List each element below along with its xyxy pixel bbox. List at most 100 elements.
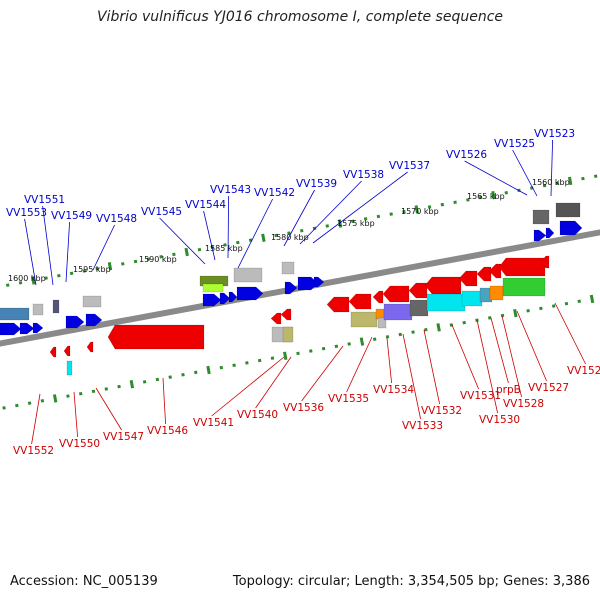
forward-gene bbox=[546, 228, 554, 238]
leader-line bbox=[424, 330, 440, 404]
leader-line bbox=[238, 199, 273, 268]
inner-tick bbox=[15, 404, 18, 407]
inner-tick bbox=[565, 302, 568, 305]
inner-tick bbox=[258, 359, 261, 362]
inner-tick bbox=[424, 328, 427, 331]
gene-label-forward: VV1538 bbox=[343, 169, 384, 181]
kbp-label: 1600 kbp bbox=[8, 274, 46, 283]
inner-tick bbox=[92, 390, 95, 393]
gene-label-forward: VV1553 bbox=[6, 207, 47, 219]
inner-tick bbox=[360, 337, 364, 345]
leader-line bbox=[387, 338, 392, 383]
forward-gene bbox=[53, 300, 59, 313]
forward-gene bbox=[560, 221, 582, 235]
inner-tick bbox=[206, 366, 210, 374]
inner-tick bbox=[232, 364, 235, 367]
outer-tick bbox=[300, 229, 303, 232]
gene-label-reverse: VV1552 bbox=[13, 445, 54, 457]
leader-line bbox=[517, 311, 547, 381]
gene-label-forward: VV1543 bbox=[210, 184, 251, 196]
leader-line bbox=[465, 161, 527, 195]
kbp-label: 1595 kbp bbox=[73, 265, 111, 274]
gene-label-forward: VV1551 bbox=[24, 194, 65, 206]
inner-tick bbox=[462, 321, 465, 324]
forward-gene bbox=[234, 268, 262, 282]
reverse-gene bbox=[425, 277, 461, 294]
kbp-label: 1565 kbp bbox=[467, 192, 505, 201]
inner-tick bbox=[411, 330, 414, 333]
inner-tick bbox=[105, 387, 108, 390]
gene-label-forward: VV1542 bbox=[254, 187, 295, 199]
reverse-gene bbox=[410, 300, 428, 316]
kbp-label: 1580 kbp bbox=[271, 233, 309, 242]
gene-label-forward: VV1545 bbox=[141, 206, 182, 218]
reverse-gene bbox=[87, 342, 93, 352]
gene-label-reverse: VV1533 bbox=[402, 420, 443, 432]
topology-summary: Topology: circular; Length: 3,354,505 bp… bbox=[233, 574, 590, 589]
reverse-gene bbox=[67, 361, 72, 375]
gene-label-reverse: VV1541 bbox=[193, 417, 234, 429]
reverse-gene bbox=[373, 291, 383, 303]
gene-label-reverse: VV1531 bbox=[460, 390, 501, 402]
forward-gene bbox=[534, 230, 546, 241]
inner-tick bbox=[117, 385, 120, 388]
gene-label-reverse: VV1532 bbox=[421, 405, 462, 417]
inner-tick bbox=[577, 300, 580, 303]
inner-tick bbox=[552, 304, 555, 307]
inner-tick bbox=[296, 352, 299, 355]
reverse-gene bbox=[477, 267, 491, 281]
reverse-gene bbox=[376, 309, 384, 319]
forward-gene bbox=[203, 284, 223, 292]
reverse-gene bbox=[490, 286, 503, 300]
gene-label-reverse: VV1546 bbox=[147, 425, 188, 437]
inner-tick bbox=[283, 352, 287, 360]
leader-line bbox=[551, 140, 553, 196]
inner-tick bbox=[539, 307, 542, 310]
inner-tick bbox=[194, 371, 197, 374]
forward-gene bbox=[20, 323, 34, 334]
reverse-gene bbox=[462, 291, 482, 306]
inner-tick bbox=[181, 373, 184, 376]
gene-label-forward: VV1526 bbox=[446, 149, 487, 161]
reverse-strand-genes bbox=[50, 256, 549, 375]
inner-tick bbox=[309, 349, 312, 352]
kbp-label: 1590 kbp bbox=[139, 255, 177, 264]
inner-tick bbox=[335, 345, 338, 348]
inner-tick bbox=[513, 309, 517, 317]
inner-tick bbox=[168, 375, 171, 378]
forward-gene bbox=[556, 203, 580, 217]
leader-line bbox=[452, 325, 479, 389]
inner-tick bbox=[220, 366, 223, 369]
reverse-gene bbox=[283, 327, 293, 342]
outer-tick bbox=[389, 212, 392, 215]
genome-map[interactable]: 1600 kbp1595 kbp1590 kbp1585 kbp1580 kbp… bbox=[0, 0, 600, 600]
reverse-gene bbox=[349, 294, 371, 309]
gene-label-forward: VV1525 bbox=[494, 138, 535, 150]
leader-line bbox=[96, 388, 122, 430]
leader-line bbox=[212, 357, 284, 416]
gene-label-reverse: VV1535 bbox=[328, 393, 369, 405]
gene-label-reverse: VV1547 bbox=[103, 431, 144, 443]
forward-gene bbox=[0, 308, 29, 320]
leader-line bbox=[403, 334, 421, 419]
gene-label-forward: VV1537 bbox=[389, 160, 430, 172]
leader-line bbox=[555, 303, 586, 364]
inner-tick bbox=[436, 323, 440, 331]
reverse-gene bbox=[409, 283, 427, 298]
inner-tick bbox=[66, 394, 69, 397]
inner-tick bbox=[373, 337, 376, 340]
outer-tick bbox=[504, 191, 507, 194]
reverse-gene bbox=[271, 313, 281, 324]
forward-gene bbox=[285, 282, 297, 294]
leader-line bbox=[163, 378, 166, 424]
leader-line bbox=[256, 357, 291, 408]
inner-tick bbox=[347, 342, 350, 345]
reverse-gene bbox=[108, 325, 204, 349]
inner-tick bbox=[143, 380, 146, 383]
leader-line bbox=[32, 394, 40, 444]
inner-tick bbox=[386, 335, 389, 338]
reverse-gene bbox=[459, 271, 477, 286]
leader-line bbox=[491, 318, 508, 383]
inner-tick bbox=[41, 399, 44, 402]
reverse-gene bbox=[499, 258, 545, 276]
